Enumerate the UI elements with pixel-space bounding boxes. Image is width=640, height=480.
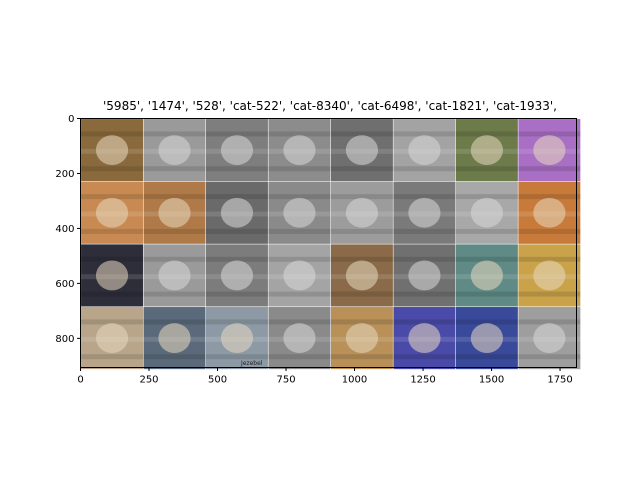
x-axis: 0 250 500 750 1000 1250 1500 1750 (77, 367, 573, 386)
image-tile-cat (518, 119, 581, 182)
y-axis: 0 200 400 600 800 (55, 114, 81, 345)
image-tile-cat (143, 181, 206, 244)
image-tile-cat (206, 119, 268, 182)
x-tick-label: 250 (139, 375, 158, 386)
image-tile-cat (330, 244, 393, 307)
image-tile-cat (393, 244, 456, 307)
tile-caption: Jezebel (240, 360, 263, 367)
image-tile-dog (330, 307, 393, 370)
image-tile-dog (268, 119, 331, 182)
image-tile-cat (268, 181, 331, 244)
x-tick-label: 1250 (410, 375, 435, 386)
image-tile-cat (143, 119, 206, 182)
x-tick-label: 1750 (547, 375, 572, 386)
x-tick-label: 500 (208, 375, 227, 386)
image-tile-cat (455, 181, 518, 244)
image-tile-dog (81, 119, 143, 182)
image-mosaic: Jezebel (81, 119, 581, 370)
image-tile-cat (393, 307, 456, 370)
image-tile-flowers (455, 307, 518, 370)
image-tile-cat (268, 244, 331, 307)
y-tick-label: 400 (55, 224, 74, 235)
image-tile-dog (143, 307, 206, 370)
chart-title: '5985', '1474', '528', 'cat-522', 'cat-8… (103, 99, 557, 113)
y-tick-label: 0 (68, 114, 74, 125)
y-tick-label: 600 (55, 279, 74, 290)
image-tile-dog (81, 307, 143, 370)
axes-frame (80, 118, 577, 368)
image-tile-cat (455, 119, 518, 182)
image-tile-cat (206, 244, 268, 307)
image-tile-cat (455, 244, 518, 307)
x-tick-label: 1500 (479, 375, 504, 386)
x-tick-label: 1000 (342, 375, 367, 386)
y-tick-label: 800 (55, 334, 74, 345)
image-tile-dog (393, 181, 456, 244)
image-tile-cat: Jezebel (206, 307, 268, 370)
image-tile-dog (330, 181, 393, 244)
image-tile-cat (518, 181, 581, 244)
image-tile-cat (143, 244, 206, 307)
image-tile-dog (393, 119, 456, 182)
image-tile-cat (330, 119, 393, 182)
image-tile-cat (81, 244, 143, 307)
y-tick-label: 200 (55, 169, 74, 180)
image-tile-dog (206, 181, 268, 244)
image-tile-cat (518, 307, 581, 370)
x-tick-label: 750 (276, 375, 295, 386)
image-tile-cat (81, 181, 143, 244)
image-tile-cat (518, 244, 581, 307)
x-tick-label: 0 (77, 375, 83, 386)
image-tile-dog (268, 307, 331, 370)
